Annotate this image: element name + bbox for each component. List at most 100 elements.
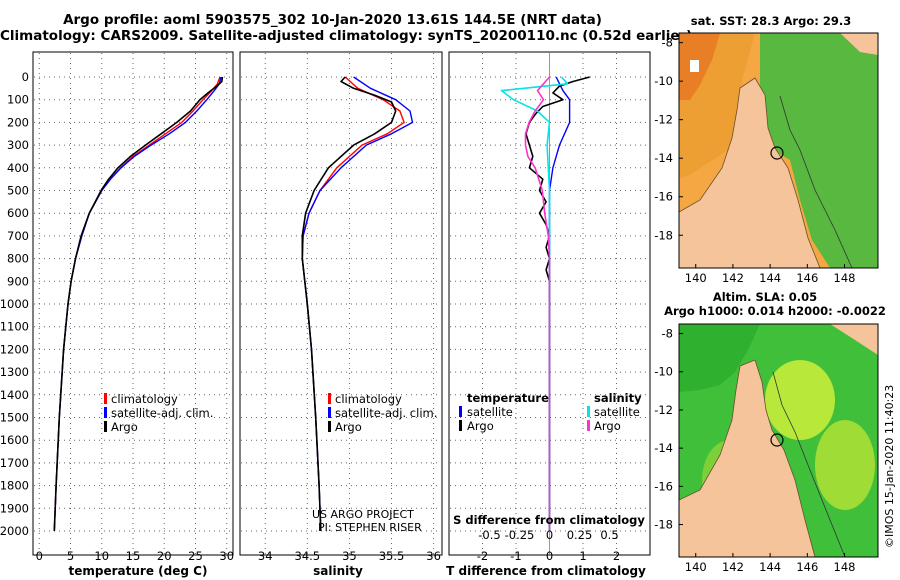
legend-satellite-label: satellite-adj. clim. (111, 406, 213, 420)
depth-tick-label: 1200 (0, 342, 29, 356)
x-tick-label: 15 (126, 549, 141, 563)
sst-hot-patch (679, 33, 720, 100)
x-tick-label: 1 (579, 549, 586, 563)
s-tick-label: 0.25 (567, 528, 593, 542)
depth-tick-label: 900 (7, 274, 29, 288)
map-border (678, 32, 879, 269)
depth-tick-label: 1600 (0, 433, 29, 447)
credit-line1: US ARGO PROJECT (312, 508, 414, 521)
legend-climatology-label: climatology (111, 392, 178, 406)
map-lon-label: 144 (759, 271, 781, 285)
depth-tick-label: 100 (7, 93, 29, 107)
s-tick-label: -0.5 (478, 528, 500, 542)
legend-t-satellite-swatch (459, 406, 462, 417)
x-tick-label: 30 (219, 549, 234, 563)
sst-sea-green (760, 33, 878, 268)
legend-s-satellite-swatch (587, 406, 590, 417)
t-difference-axis-label: T difference from climatology (446, 564, 646, 578)
legend-salinity-title: salinity (594, 391, 642, 405)
legend-satellite-swatch (328, 407, 331, 418)
temperature-legend: climatology satellite-adj. clim. Argo (104, 392, 213, 434)
map-lon-label: 142 (722, 560, 744, 574)
argo-location-top (770, 146, 784, 160)
land-png-bottom (830, 324, 878, 355)
x-tick-label: 5 (67, 549, 74, 563)
legend-s-argo-label: Argo (594, 419, 621, 433)
depth-tick-label: 800 (7, 252, 29, 266)
chart-title-line2: Climatology: CARS2009. Satellite-adjuste… (0, 28, 693, 44)
map-lat-label: -18 (654, 518, 673, 532)
x-tick-labels: 0 5 10 15 20 25 30 34 34.5 35 35.5 36 -2 -1 0 1 2 (36, 549, 621, 563)
depth-tick-label: 0 (22, 70, 29, 84)
shelf-contour-top (779, 95, 853, 269)
depth-tick-label: 1100 (0, 320, 29, 334)
land-png-top (840, 33, 878, 55)
salinity-legend: climatology satellite-adj. clim. Argo (328, 392, 437, 434)
map-lon-label: 146 (796, 271, 818, 285)
legend-satellite-swatch (104, 407, 107, 418)
difference-legend: temperature satellite Argo salinity sate… (459, 391, 642, 433)
map-lon-label: 144 (759, 560, 781, 574)
map-lat-label: -18 (654, 228, 673, 242)
depth-tick-label: 500 (7, 184, 29, 198)
x-tick-label: 35.5 (379, 549, 405, 563)
legend-climatology-swatch (328, 393, 331, 404)
map-lat-label: -8 (662, 36, 673, 50)
sst-missing-cell (690, 60, 699, 72)
s-tick-label: 0.5 (600, 528, 618, 542)
profile-lines (53, 76, 590, 532)
depth-tick-label: 1800 (0, 479, 29, 493)
map-lat-label: -16 (654, 479, 673, 493)
depth-tick-label: 2000 (0, 524, 29, 538)
shelf-contour-bottom (772, 371, 846, 558)
x-tick-label: 35 (342, 549, 357, 563)
map-lat-label: -12 (654, 113, 673, 127)
sla-low-region (679, 324, 760, 392)
argo-location-bottom (770, 433, 784, 447)
argo-line (301, 76, 397, 532)
map-top-title: sat. SST: 28.3 Argo: 29.3 (691, 14, 851, 28)
sla-high-anomaly-1 (765, 360, 835, 440)
salinity-axis-label: salinity (313, 564, 363, 578)
legend-argo-swatch (328, 421, 331, 432)
chart-title-line1: Argo profile: aoml 5903575_302 10-Jan-20… (63, 12, 602, 28)
s-difference-ticks: -0.5 -0.25 0 0.25 0.5 (478, 528, 618, 542)
depth-tick-label: 1500 (0, 411, 29, 425)
legend-climatology-label: climatology (335, 392, 402, 406)
depth-tick-label: 300 (7, 138, 29, 152)
temperature-axis-label: temperature (deg C) (69, 564, 208, 578)
map-lat-label: -16 (654, 190, 673, 204)
depth-tick-label: 200 (7, 115, 29, 129)
x-tick-label: -2 (477, 549, 488, 563)
map-border (678, 323, 879, 558)
map-bottom-title-line1: Altim. SLA: 0.05 (713, 290, 817, 304)
map-bottom-axis: -8 -10 -12 -14 -16 -18 140 142 144 146 148 (654, 323, 879, 574)
depth-tick-label: 600 (7, 206, 29, 220)
map-lat-label: -14 (654, 151, 673, 165)
legend-t-argo-label: Argo (467, 419, 494, 433)
map-lon-label: 148 (834, 271, 856, 285)
x-tick-label: 36 (426, 549, 441, 563)
depth-tick-label: 1700 (0, 456, 29, 470)
legend-t-satellite-label: satellite (467, 405, 513, 419)
legend-satellite-label: satellite-adj. clim. (335, 406, 437, 420)
argo-line (53, 76, 224, 532)
map-lat-label: -12 (654, 403, 673, 417)
x-tick-label: 25 (188, 549, 203, 563)
map-lon-label: 146 (796, 560, 818, 574)
legend-argo-swatch (104, 421, 107, 432)
legend-argo-label: Argo (335, 420, 362, 434)
depth-tick-label: 1900 (0, 501, 29, 515)
map-bottom-title-line2: Argo h1000: 0.014 h2000: -0.0022 (664, 304, 886, 318)
map-lat-label: -10 (654, 365, 673, 379)
legend-temperature-title: temperature (467, 391, 549, 405)
x-tick-label: 34 (258, 549, 273, 563)
legend-s-satellite-label: satellite (594, 405, 640, 419)
sla-map (678, 324, 878, 558)
map-lon-label: 142 (722, 271, 744, 285)
map-lat-label: -10 (654, 74, 673, 88)
map-lat-label: -8 (662, 327, 673, 341)
land-cape-york-bottom (678, 359, 816, 558)
imos-timestamp: ©IMOS 15-Jan-2020 11:40:23 (883, 385, 896, 548)
